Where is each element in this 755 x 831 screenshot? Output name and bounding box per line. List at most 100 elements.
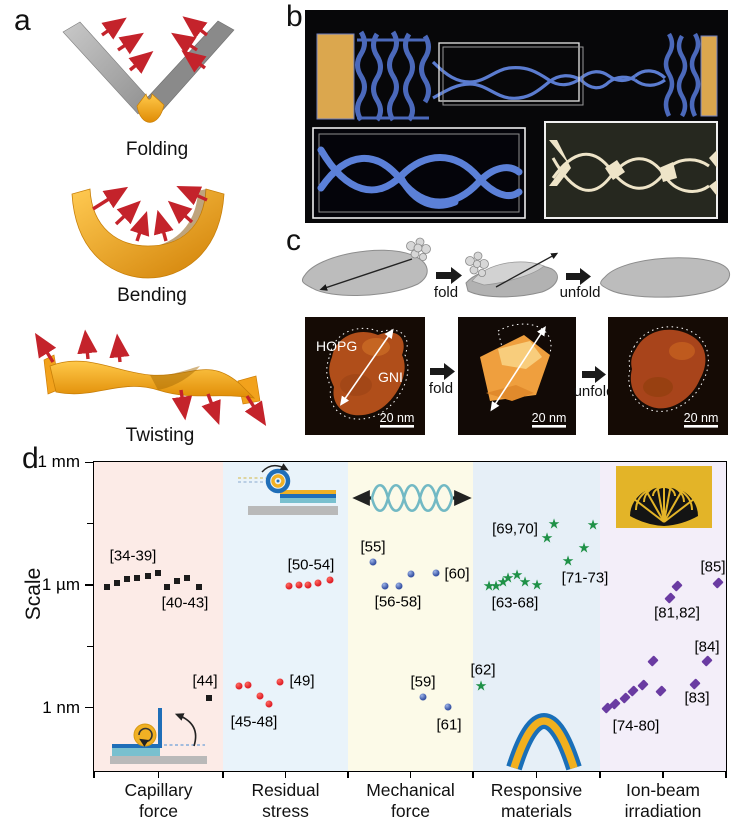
data-point-capillary-force bbox=[184, 575, 190, 582]
panel-b-microscopy-image bbox=[305, 10, 728, 223]
ref-label: [63-68] bbox=[491, 594, 539, 612]
twisting-diagram bbox=[34, 329, 267, 427]
ref-label: [60] bbox=[444, 565, 470, 583]
fold-label-bottom: fold bbox=[429, 380, 453, 397]
y-axis-tick bbox=[85, 706, 94, 709]
data-point-ion-beam-irradiation bbox=[655, 685, 667, 697]
data-point-ion-beam-irradiation bbox=[689, 678, 701, 690]
fold-label-top: fold bbox=[434, 284, 458, 301]
data-point-capillary-force bbox=[104, 583, 110, 590]
data-point-responsive-materials: ★ bbox=[510, 566, 524, 583]
x-axis-tick bbox=[535, 772, 538, 778]
data-point-residual-stress bbox=[285, 582, 293, 590]
data-point-capillary-force bbox=[114, 580, 120, 587]
x-axis-tick bbox=[157, 772, 160, 778]
scale-bar bbox=[380, 425, 414, 428]
responsive-materials-arch-icon bbox=[506, 713, 582, 771]
data-point-residual-stress bbox=[276, 678, 284, 686]
ref-label: [69,70] bbox=[492, 520, 538, 538]
twisting-label: Twisting bbox=[125, 425, 195, 446]
x-category-label-capillary-force: Capillary force bbox=[124, 780, 193, 821]
ref-label: [40-43] bbox=[161, 594, 209, 612]
y-axis-tick bbox=[85, 584, 94, 586]
folding-label: Folding bbox=[125, 139, 189, 160]
stm-image-folded: 20 nm bbox=[458, 317, 576, 435]
x-axis-tick bbox=[222, 772, 224, 778]
data-point-residual-stress bbox=[295, 581, 303, 589]
twisting-force-arrows bbox=[34, 329, 267, 427]
serpentine-mesh-right bbox=[663, 32, 701, 118]
inset-optical-photo bbox=[544, 121, 718, 219]
electrode-pad-left bbox=[316, 33, 355, 120]
zoom-region-outline bbox=[438, 42, 580, 102]
x-axis-tick bbox=[93, 772, 95, 778]
panel-c-fold-unfold-sequence: fold unfold HOPG GNI bbox=[301, 237, 730, 435]
bending-label: Bending bbox=[117, 285, 187, 306]
scale-bar-label: 20 nm bbox=[684, 411, 719, 425]
ref-label: [50-54] bbox=[287, 556, 335, 574]
electrode-pad-right bbox=[700, 35, 718, 117]
ref-label: [49] bbox=[289, 672, 315, 690]
hopg-label: HOPG bbox=[316, 338, 357, 354]
data-point-mechanical-force bbox=[407, 570, 415, 578]
data-point-mechanical-force bbox=[444, 703, 452, 711]
data-point-capillary-force bbox=[124, 576, 130, 583]
data-point-responsive-materials: ★ bbox=[577, 539, 591, 556]
x-axis-tick bbox=[662, 772, 664, 778]
y-axis-minor-tick bbox=[87, 645, 94, 648]
ref-label: [74-80] bbox=[612, 717, 660, 735]
chart-points-layer: [34-39] [40-43] [44] [50-54] [49] [45-48] [55]… bbox=[94, 462, 726, 771]
data-point-mechanical-force bbox=[419, 693, 427, 701]
serpentine-mesh-left bbox=[355, 30, 431, 122]
ref-label: [71-73] bbox=[561, 569, 609, 587]
data-point-responsive-materials: ★ bbox=[474, 677, 488, 694]
data-point-capillary-force bbox=[196, 583, 202, 590]
data-point-ion-beam-irradiation bbox=[712, 577, 724, 589]
x-category-label-ion-beam-irradiation: Ion-beam irradiation bbox=[624, 780, 702, 821]
gni-label: GNI bbox=[378, 369, 403, 385]
ref-label: [44] bbox=[192, 672, 218, 690]
data-point-ion-beam-irradiation bbox=[647, 655, 659, 667]
y-axis-tick bbox=[85, 461, 94, 464]
data-point-responsive-materials: ★ bbox=[547, 515, 561, 532]
data-point-ion-beam-irradiation bbox=[671, 580, 683, 592]
folding-force-arrows bbox=[101, 16, 209, 74]
fold-arrow-bottom: fold bbox=[429, 363, 455, 397]
ref-label: [45-48] bbox=[230, 713, 278, 731]
ref-label: [84] bbox=[694, 638, 720, 656]
x-axis-tick bbox=[284, 772, 287, 778]
mesh-nodes bbox=[549, 140, 717, 196]
x-category-label-residual-stress: Residual stress bbox=[251, 780, 320, 821]
y-axis-minor-tick bbox=[87, 522, 94, 525]
simulation-flake-flat bbox=[301, 237, 431, 296]
x-axis-tick bbox=[725, 772, 727, 778]
panel-a-illustration bbox=[34, 16, 267, 427]
data-point-responsive-materials: ★ bbox=[501, 569, 515, 586]
fold-arrow-top: fold bbox=[434, 267, 462, 301]
unfold-arrow-bottom: unfold bbox=[574, 366, 614, 400]
y-tick-label: 1 nm bbox=[42, 697, 80, 717]
simulation-flake-unfolded bbox=[600, 257, 730, 298]
panel-c-letter: c bbox=[286, 224, 301, 257]
scale-bar-label: 20 nm bbox=[532, 411, 567, 425]
inset-sem-zoom bbox=[312, 127, 526, 219]
gni-axis-arrow bbox=[339, 328, 394, 406]
tip-cluster bbox=[406, 237, 431, 261]
ref-label: [83] bbox=[684, 689, 710, 707]
bending-force-arrows bbox=[92, 186, 208, 242]
data-point-residual-stress bbox=[314, 579, 322, 587]
ref-label: [81,82] bbox=[654, 604, 700, 622]
data-point-ion-beam-irradiation bbox=[637, 679, 649, 691]
ref-label: [85] bbox=[700, 558, 726, 576]
data-point-responsive-materials: ★ bbox=[496, 573, 510, 590]
data-point-residual-stress bbox=[235, 682, 243, 690]
data-point-responsive-materials: ★ bbox=[530, 576, 544, 593]
ion-beam-pinecone-icon bbox=[616, 466, 712, 528]
data-point-mechanical-force bbox=[369, 558, 377, 566]
data-point-capillary-force bbox=[145, 572, 151, 579]
y-tick-label: 1 mm bbox=[37, 452, 81, 472]
mechanical-force-icon bbox=[352, 483, 472, 513]
ref-label: [34-39] bbox=[109, 547, 157, 565]
capillary-force-icon bbox=[110, 708, 207, 764]
